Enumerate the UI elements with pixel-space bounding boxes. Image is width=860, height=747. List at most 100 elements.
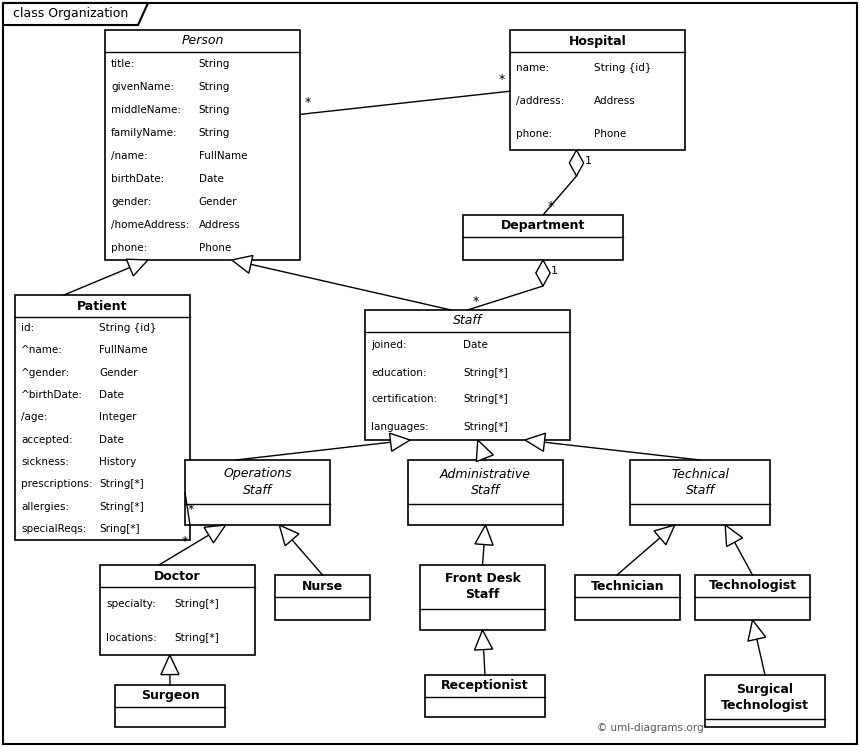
Text: Operations
Staff: Operations Staff (224, 468, 292, 497)
Text: Surgeon: Surgeon (141, 689, 200, 702)
Text: Date: Date (464, 341, 488, 350)
Text: *: * (472, 295, 479, 308)
Polygon shape (525, 433, 545, 451)
Text: sickness:: sickness: (21, 457, 69, 467)
Text: String[*]: String[*] (99, 501, 144, 512)
Text: /age:: /age: (21, 412, 47, 422)
Bar (365, 310, 570, 440)
Text: Integer: Integer (99, 412, 137, 422)
Text: Patient: Patient (77, 300, 128, 312)
Text: String[*]: String[*] (464, 421, 508, 432)
Text: specialReqs:: specialReqs: (21, 524, 86, 534)
Bar (425, 675, 545, 717)
Text: id:: id: (21, 323, 34, 333)
Text: String: String (199, 58, 230, 69)
Text: familyName:: familyName: (111, 128, 178, 138)
Text: name:: name: (516, 63, 550, 73)
Bar (630, 460, 770, 525)
Polygon shape (475, 630, 493, 650)
Text: middleName:: middleName: (111, 105, 181, 115)
Text: *: * (181, 535, 188, 548)
Text: Front Desk
Staff: Front Desk Staff (445, 572, 520, 601)
Text: String: String (199, 128, 230, 138)
Text: phone:: phone: (516, 128, 552, 139)
Text: education:: education: (371, 368, 427, 377)
Text: Receptionist: Receptionist (441, 680, 529, 692)
Text: Date: Date (199, 174, 224, 184)
Text: Hospital: Hospital (568, 34, 626, 48)
Text: String {id}: String {id} (99, 323, 157, 333)
Text: Date: Date (99, 390, 124, 400)
Text: birthDate:: birthDate: (111, 174, 164, 184)
Text: String {id}: String {id} (594, 63, 652, 73)
Polygon shape (390, 433, 410, 451)
Text: Surgical
Technologist: Surgical Technologist (721, 683, 809, 711)
Bar (100, 565, 255, 655)
Polygon shape (3, 3, 148, 25)
Text: String[*]: String[*] (464, 394, 508, 404)
Polygon shape (204, 525, 225, 543)
Polygon shape (536, 260, 550, 286)
Polygon shape (280, 525, 299, 546)
Text: Administrative
Staff: Administrative Staff (440, 468, 531, 497)
Polygon shape (231, 255, 253, 273)
Text: Doctor: Doctor (154, 569, 201, 583)
Polygon shape (476, 440, 494, 462)
Bar (15, 295, 190, 540)
Text: Gender: Gender (99, 368, 138, 378)
Text: © uml-diagrams.org: © uml-diagrams.org (597, 723, 703, 733)
Text: String: String (199, 105, 230, 115)
Text: locations:: locations: (106, 633, 157, 643)
Text: Staff: Staff (453, 314, 482, 327)
Text: title:: title: (111, 58, 135, 69)
Polygon shape (126, 259, 148, 276)
Text: givenName:: givenName: (111, 81, 174, 92)
Polygon shape (161, 655, 179, 675)
Text: Phone: Phone (199, 244, 230, 253)
Text: /name:: /name: (111, 151, 148, 161)
Text: History: History (99, 457, 136, 467)
Text: Address: Address (199, 220, 240, 230)
Text: Person: Person (181, 34, 224, 48)
Text: *: * (499, 73, 505, 86)
Bar (420, 565, 545, 630)
Text: certification:: certification: (371, 394, 437, 404)
Bar (275, 575, 370, 620)
Polygon shape (654, 525, 675, 545)
Text: gender:: gender: (111, 197, 151, 207)
Text: Technical
Staff: Technical Staff (671, 468, 729, 497)
Bar (463, 215, 623, 260)
Text: Nurse: Nurse (302, 580, 343, 592)
Text: languages:: languages: (371, 421, 429, 432)
Text: *: * (188, 503, 194, 515)
Bar (695, 575, 810, 620)
Polygon shape (725, 525, 742, 547)
Text: class Organization: class Organization (13, 7, 128, 20)
Text: joined:: joined: (371, 341, 407, 350)
Text: /address:: /address: (516, 96, 564, 106)
Text: String[*]: String[*] (99, 480, 144, 489)
Text: Date: Date (99, 435, 124, 444)
Text: Sring[*]: Sring[*] (99, 524, 139, 534)
Bar (185, 460, 330, 525)
Text: Technologist: Technologist (709, 580, 796, 592)
Text: /homeAddress:: /homeAddress: (111, 220, 189, 230)
Text: accepted:: accepted: (21, 435, 72, 444)
Text: specialty:: specialty: (106, 599, 156, 609)
Text: String[*]: String[*] (175, 599, 219, 609)
Text: prescriptions:: prescriptions: (21, 480, 93, 489)
Text: 1: 1 (551, 266, 558, 276)
Bar (510, 30, 685, 150)
Text: ^gender:: ^gender: (21, 368, 71, 378)
Text: String: String (199, 81, 230, 92)
Text: allergies:: allergies: (21, 501, 69, 512)
Text: *: * (305, 96, 311, 109)
Text: Address: Address (594, 96, 636, 106)
Text: phone:: phone: (111, 244, 147, 253)
Bar (105, 30, 300, 260)
Polygon shape (748, 620, 765, 641)
Text: String[*]: String[*] (175, 633, 219, 643)
Text: String[*]: String[*] (464, 368, 508, 377)
Text: *: * (548, 200, 554, 213)
Text: FullName: FullName (99, 345, 148, 356)
